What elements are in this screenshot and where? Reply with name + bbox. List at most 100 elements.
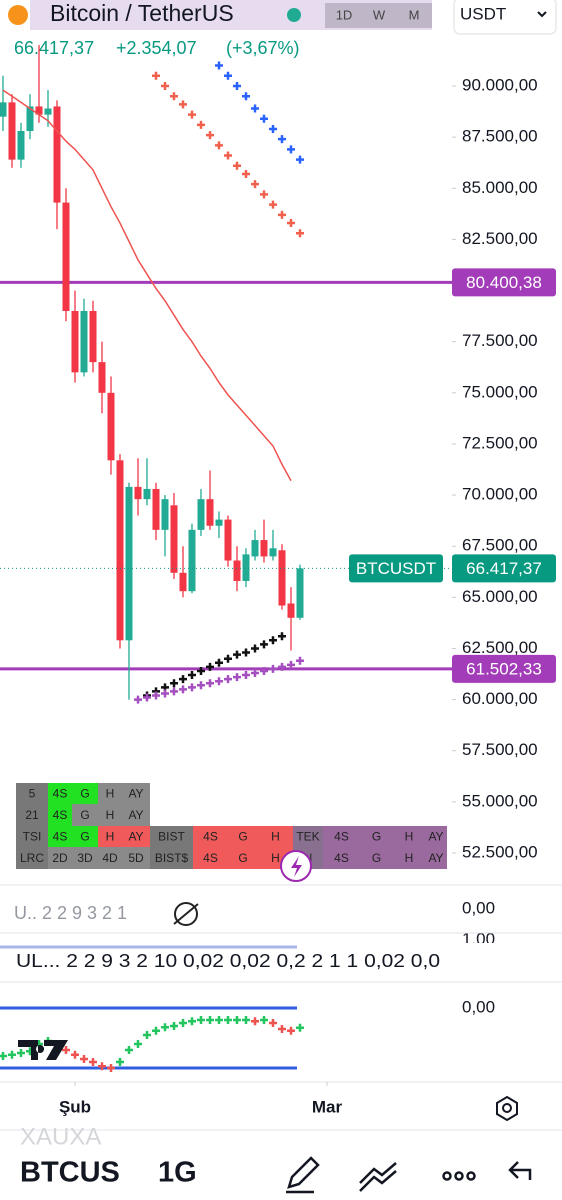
table-cell-text: G bbox=[372, 851, 381, 865]
indicator-label: U.. 2 2 9 3 2 1 bbox=[14, 903, 127, 923]
oscillator-cross bbox=[268, 1019, 277, 1027]
interval-button[interactable]: W bbox=[373, 7, 386, 22]
table-cell-text: H bbox=[271, 830, 280, 844]
table-cell bbox=[122, 847, 150, 869]
cross-marker bbox=[205, 662, 214, 671]
oscillator-cross bbox=[205, 1016, 214, 1024]
tv-logo bbox=[18, 1040, 68, 1060]
table-cell bbox=[425, 847, 447, 869]
y-tick-label: 60.000,00 bbox=[462, 689, 538, 708]
price-tag bbox=[452, 268, 556, 297]
draw-icon[interactable] bbox=[286, 1156, 320, 1194]
symbol-fade bbox=[128, 1152, 142, 1192]
table-cell-text: 21 bbox=[25, 808, 39, 822]
table-cell-text: 5 bbox=[29, 787, 36, 801]
back-icon[interactable] bbox=[508, 1161, 532, 1180]
previous-symbol: XAUXA bbox=[20, 1123, 101, 1150]
cross-marker bbox=[178, 100, 187, 109]
quote-select[interactable] bbox=[453, 0, 557, 35]
cross-marker bbox=[223, 71, 232, 80]
y-tick-label: 75.000,00 bbox=[462, 382, 538, 401]
oscillator-cross bbox=[178, 1019, 187, 1027]
table-cell bbox=[16, 783, 48, 804]
candle-body bbox=[143, 488, 151, 500]
dropdown-arrow bbox=[537, 11, 547, 18]
candle-body bbox=[278, 550, 286, 606]
oscillator-cross bbox=[79, 1055, 88, 1063]
candle-body bbox=[287, 603, 295, 618]
table-cell bbox=[425, 826, 447, 847]
table-cell-text: TSI bbox=[23, 830, 42, 844]
candle-body bbox=[35, 106, 43, 115]
oscillator-cross bbox=[7, 1050, 16, 1059]
quote-label: USDT bbox=[460, 4, 506, 23]
cross-marker bbox=[268, 664, 277, 673]
candle-body bbox=[215, 519, 223, 526]
y-tick-label: 82.500,00 bbox=[462, 229, 538, 248]
table-cell bbox=[323, 826, 360, 847]
oscillator-cross bbox=[187, 1017, 196, 1026]
candle-body bbox=[161, 499, 169, 530]
oscillator-cross bbox=[0, 1052, 7, 1060]
moving-average bbox=[2, 89, 292, 482]
hide-icon-slash bbox=[173, 903, 199, 925]
oscillator-cross bbox=[241, 1016, 250, 1024]
axis-mask bbox=[455, 928, 555, 936]
candle-body bbox=[62, 202, 70, 311]
cross-marker bbox=[241, 169, 250, 178]
candle-body bbox=[152, 488, 160, 530]
table-cell-text: BIST bbox=[158, 830, 185, 844]
cross-marker bbox=[178, 675, 187, 684]
toolbar-symbol[interactable]: BTCUS bbox=[20, 1157, 120, 1189]
cross-marker bbox=[295, 229, 304, 238]
cross-marker bbox=[277, 662, 286, 671]
candle-body bbox=[224, 519, 232, 561]
price-tag bbox=[452, 554, 556, 583]
y-tick-label: 85.000,00 bbox=[462, 178, 538, 197]
cross-marker bbox=[196, 666, 205, 675]
table-cell-text: H bbox=[106, 830, 115, 844]
table-cell-text: 4S bbox=[53, 830, 68, 844]
cross-marker bbox=[259, 190, 268, 199]
table-cell bbox=[122, 783, 150, 804]
hide-icon[interactable] bbox=[174, 902, 198, 926]
table-cell-text: AY bbox=[428, 851, 443, 865]
table-cell-text: 4S bbox=[53, 787, 68, 801]
more-icon[interactable] bbox=[442, 1171, 476, 1181]
y-tick-label: 67.500,00 bbox=[462, 536, 538, 555]
toolbar-interval[interactable]: 1G bbox=[158, 1157, 197, 1189]
table-cell bbox=[360, 826, 393, 847]
cross-marker bbox=[250, 669, 259, 678]
candle-body bbox=[242, 554, 250, 581]
settings-icon[interactable] bbox=[496, 1095, 518, 1122]
table-cell bbox=[72, 847, 98, 869]
oscillator-cross bbox=[250, 1017, 259, 1026]
interval-box bbox=[325, 3, 432, 28]
candle-body bbox=[188, 529, 196, 592]
interval-button[interactable]: 1D bbox=[336, 7, 353, 22]
oscillator-cross bbox=[61, 1046, 70, 1054]
cross-marker bbox=[169, 679, 178, 688]
cross-marker bbox=[295, 155, 304, 164]
price-plot: 90.000,00 87.500,00 85.000,00 82.500,00 77.5… bbox=[0, 45, 556, 861]
cross-marker bbox=[232, 82, 241, 91]
cross-marker bbox=[178, 685, 187, 694]
price-change-pct: (+3,67%) bbox=[226, 38, 300, 58]
cross-marker bbox=[223, 151, 232, 160]
table-cell-text: AY bbox=[128, 830, 143, 844]
pane-axis-label: 0,00 bbox=[462, 898, 495, 917]
table-cell-text: G bbox=[238, 851, 247, 865]
candle-body bbox=[251, 540, 259, 557]
indicators-icon[interactable] bbox=[359, 1162, 397, 1192]
cross-marker bbox=[241, 92, 250, 101]
table-cell-text: 4D bbox=[102, 851, 118, 865]
table-cell bbox=[228, 847, 258, 869]
table-cell-text: 5D bbox=[128, 851, 144, 865]
pane-axis-label: 1,00 bbox=[462, 929, 495, 948]
cross-marker bbox=[160, 82, 169, 91]
interval-button[interactable]: M bbox=[409, 7, 420, 22]
table-cell bbox=[323, 847, 360, 869]
cross-marker bbox=[241, 648, 250, 657]
candle-body bbox=[134, 486, 142, 500]
